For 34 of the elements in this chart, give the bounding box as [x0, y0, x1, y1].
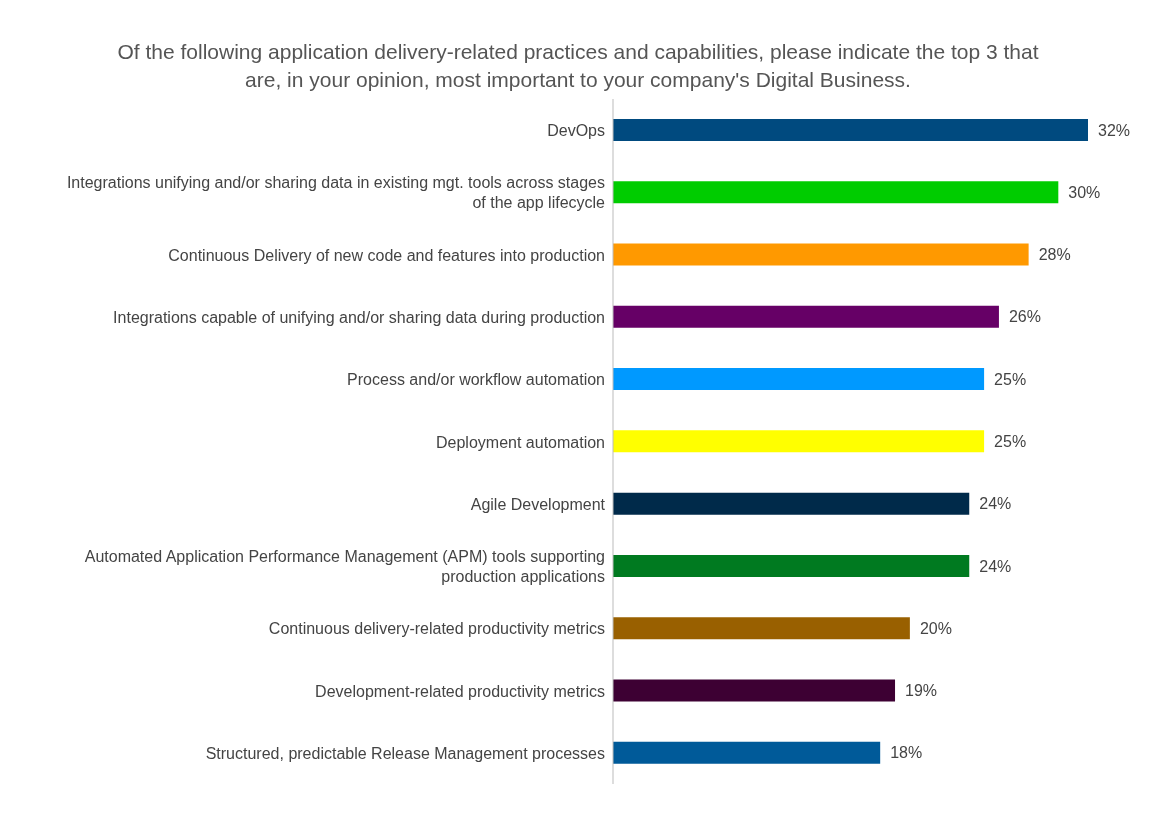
bar	[613, 617, 910, 640]
data-label: 20%	[919, 619, 952, 637]
y-tick-label: Agile Development	[470, 495, 606, 513]
bar	[613, 119, 1088, 141]
bar	[613, 741, 881, 764]
data-label: 25%	[994, 433, 1027, 451]
bar	[613, 243, 1029, 266]
y-tick-label: DevOps	[547, 121, 605, 139]
bar	[613, 492, 970, 515]
y-tick-label: Integrations unifying and/or sharing data in existing mgt. tools across stages of the app lifecycle	[66, 173, 606, 211]
bar	[613, 368, 985, 391]
data-label: 24%	[979, 557, 1012, 575]
y-tick-label: Automated Application Performance Management (APM) tools supporting production applications	[84, 547, 605, 585]
data-label: 19%	[905, 682, 938, 700]
y-tick-label: Integrations capable of unifying and/or sharing data during production	[113, 308, 605, 326]
y-tick-label: Development-related productivity metrics	[315, 682, 605, 700]
data-label: 26%	[1008, 308, 1041, 326]
y-tick-label: Continuous Delivery of new code and features into production	[168, 246, 605, 264]
bar	[613, 430, 985, 453]
bar	[613, 554, 970, 577]
bar	[613, 181, 1059, 204]
bar	[613, 305, 999, 328]
data-label: 25%	[994, 370, 1027, 388]
y-tick-label: Structured, predictable Release Management processes	[205, 744, 605, 762]
y-tick-label: Deployment automation	[436, 433, 605, 450]
data-label: 28%	[1038, 246, 1071, 264]
data-label: 30%	[1068, 183, 1101, 201]
data-label: 32%	[1098, 121, 1131, 139]
data-label: 24%	[979, 495, 1012, 513]
y-tick-label: Process and/or workflow automation	[347, 370, 605, 388]
bar	[613, 679, 896, 702]
data-label: 18%	[890, 744, 923, 762]
chart-title: Of the following application delivery-related practices and capabilities, please indicate the top 3 that are, in your opinion, most important to your company's Digital Business.	[116, 39, 1040, 93]
y-tick-label: Continuous delivery-related productivity metrics	[268, 619, 605, 637]
